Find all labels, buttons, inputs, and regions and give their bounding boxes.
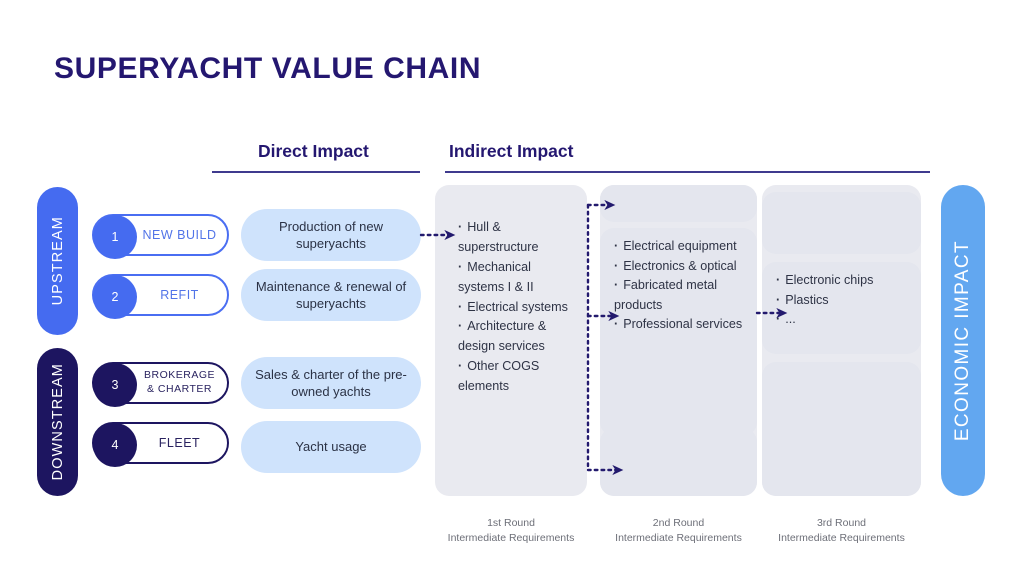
round-1-item: Electrical systems [458,298,578,318]
round-2-caption-line1: 2nd Round [652,517,705,529]
economic-impact-bar: ECONOMIC IMPACT [941,185,985,496]
direct-impact-header: Direct Impact [258,141,369,161]
round-2-card[interactable]: Electrical equipment Electronics & optic… [600,228,757,436]
round-2-item: Fabricated metal products [614,276,743,315]
round-1-caption: 1st Round Intermediate Requirements [425,516,597,546]
page-title: SUPERYACHT VALUE CHAIN [54,52,482,85]
direct-impact-box-maintenance[interactable]: Maintenance & renewal of superyachts [241,269,421,321]
stage-label-new-build: NEW BUILD [142,227,217,242]
direct-impact-box-yacht-usage[interactable]: Yacht usage [241,421,421,473]
downstream-bar: DOWNSTREAM [37,348,78,496]
round-2-card-empty-bottom [600,428,757,496]
round-2-caption: 2nd Round Intermediate Requirements [590,516,767,546]
round-1-caption-line1: 1st Round [487,517,535,529]
stage-pill-new-build[interactable]: 1 NEW BUILD [92,214,229,259]
direct-impact-underline [212,171,420,173]
stage-number-3: 3 [93,363,137,407]
round-3-item: ... [776,310,907,330]
round-2-item: Electronics & optical [614,257,743,277]
round-2-caption-line2: Intermediate Requirements [615,532,742,545]
round-1-item: Other COGS elements [458,357,578,397]
stage-number-2: 2 [93,275,137,319]
indirect-impact-header: Indirect Impact [449,141,574,161]
round-2-item: Professional services [614,315,743,335]
stage-label-brokerage-charter: BROKERAGE & CHARTER [143,369,216,395]
round-1-caption-line2: Intermediate Requirements [447,532,575,545]
economic-impact-label: ECONOMIC IMPACT [952,239,973,442]
upstream-bar: UPSTREAM [37,187,78,335]
stage-number-1: 1 [93,215,137,259]
round-1-item: Hull & superstructure [458,218,578,258]
round-3-card-empty-top [762,192,921,254]
round-3-card-empty-bottom [762,362,921,496]
round-1-list: Hull & superstructure Mechanical systems… [458,218,578,397]
indirect-impact-underline [445,171,930,173]
round-1-item: Mechanical systems I & II [458,258,578,298]
stage-label-refit: REFIT [160,287,199,302]
round-3-caption: 3rd Round Intermediate Requirements [752,516,931,546]
stage-label-fleet: FLEET [158,435,201,450]
round-2-card-empty-top [600,185,757,222]
direct-impact-box-sales-charter[interactable]: Sales & charter of the pre-owned yachts [241,357,421,409]
round-3-item: Electronic chips [776,271,907,291]
stage-pill-brokerage-charter[interactable]: 3 BROKERAGE & CHARTER [92,362,229,407]
round-1-item: Architecture & design services [458,317,578,357]
stage-pill-refit[interactable]: 2 REFIT [92,274,229,319]
round-3-caption-line1: 3rd Round [816,517,867,529]
direct-impact-box-production[interactable]: Production of new superyachts [241,209,421,261]
stage-number-4: 4 [93,423,137,467]
downstream-label: DOWNSTREAM [49,363,66,481]
stage-pill-fleet[interactable]: 4 FLEET [92,422,229,467]
upstream-label: UPSTREAM [49,216,66,306]
round-2-item: Electrical equipment [614,237,743,257]
round-3-item: Plastics [776,291,907,311]
round-3-caption-line2: Intermediate Requirements [778,532,905,545]
round-3-card[interactable]: Electronic chips Plastics ... [762,262,921,354]
